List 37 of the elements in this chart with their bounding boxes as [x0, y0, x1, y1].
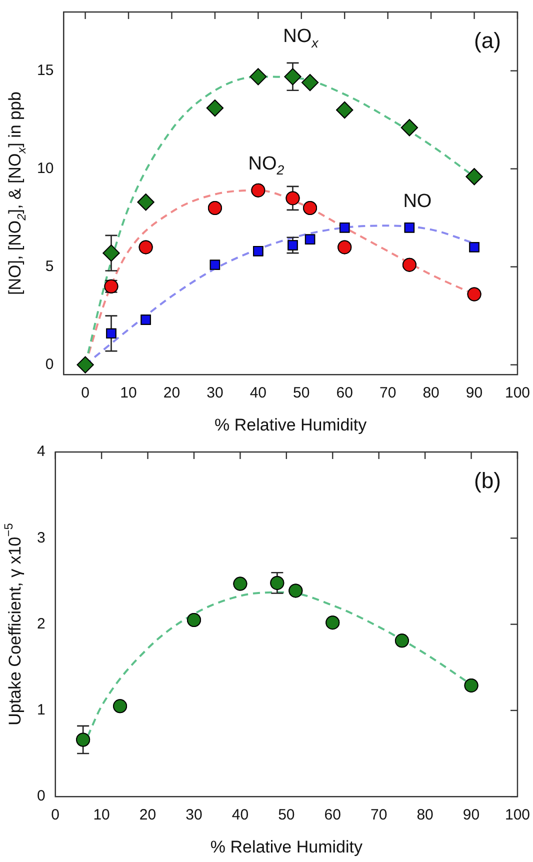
x-tick-label: 0: [81, 384, 90, 402]
x-tick-label: 60: [324, 806, 341, 824]
x-tick-label: 30: [206, 384, 224, 402]
x-tick-label: 40: [250, 384, 267, 402]
x-tick-label: 90: [466, 384, 483, 402]
y-axis-title: [NO], [NO2], & [NOx] in ppb: [6, 92, 28, 295]
x-tick-label: 70: [379, 384, 396, 402]
x-axis-title: % Relative Humidity: [214, 415, 368, 434]
x-tick-label: 80: [422, 384, 440, 402]
x-tick-label: 50: [278, 806, 295, 824]
annotation: (b): [474, 468, 501, 494]
x-tick-label: 80: [416, 806, 434, 824]
y-tick-label: 3: [37, 529, 46, 546]
x-tick-label: 70: [370, 806, 388, 824]
y-tick-label: 0: [45, 356, 54, 373]
y-tick-label: 4: [37, 443, 46, 460]
x-tick-label: 10: [120, 384, 137, 402]
y-axis-title: Uptake Coefficient, γ x10−5: [1, 522, 25, 726]
annotation: (a): [474, 28, 501, 54]
y-tick-label: 10: [36, 160, 54, 177]
x-tick-label: 60: [336, 384, 353, 402]
x-tick-label: 20: [139, 806, 156, 824]
x-tick-label: 100: [504, 806, 530, 824]
y-tick-label: 1: [37, 702, 46, 719]
x-axis-title: % Relative Humidity: [210, 837, 363, 856]
series-label: NO: [403, 190, 432, 212]
y-tick-label: 5: [45, 258, 54, 275]
x-tick-label: 50: [293, 384, 310, 402]
y-tick-label: 0: [37, 788, 46, 805]
x-tick-label: 90: [462, 806, 480, 824]
x-tick-label: 40: [232, 806, 249, 824]
y-tick-label: 2: [37, 615, 46, 632]
x-tick-label: 30: [186, 806, 202, 824]
x-tick-label: 10: [93, 806, 110, 824]
x-tick-label: 20: [163, 384, 180, 402]
x-tick-label: 100: [504, 384, 530, 402]
y-tick-label: 15: [36, 62, 54, 79]
